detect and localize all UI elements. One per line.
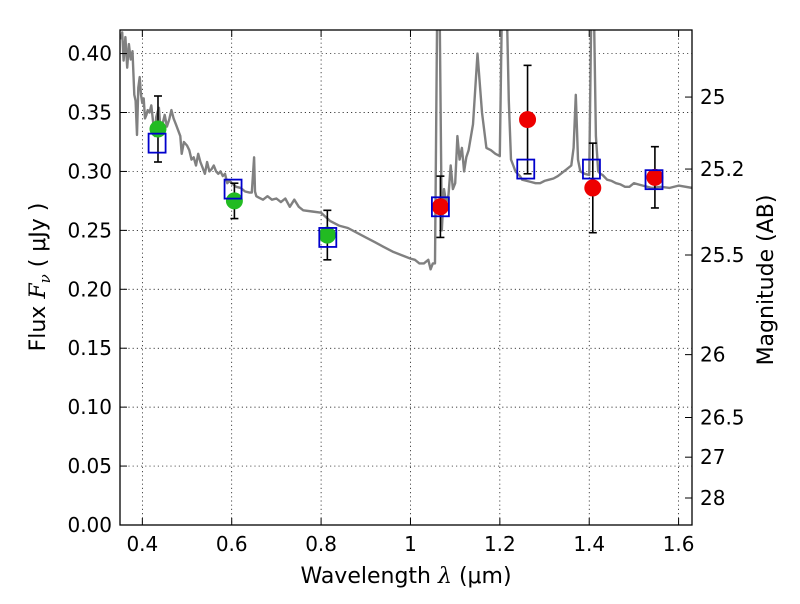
- x-tick-label: 1: [404, 532, 417, 556]
- magnitude-tick-label: 28: [700, 486, 725, 510]
- x-tick-label: 0.8: [305, 532, 337, 556]
- magnitude-tick-label: 25.2: [700, 157, 745, 181]
- model-bandpass-square: [516, 158, 536, 180]
- x-tick-label: 0.4: [126, 532, 158, 556]
- model-spectrum-line: [120, 30, 692, 271]
- y-axis-ticks: 0.00 0.05 0.10 0.15 0.20 0.25 0.30 0.35 0.40: [67, 42, 127, 537]
- magnitude-axis-ticks: 25 25.2 25.5 26 26.5 27 28: [685, 85, 745, 510]
- model-bandpass-square: [431, 196, 450, 218]
- y-tick-label: 0.20: [67, 277, 112, 301]
- magnitude-tick-label: 25.5: [700, 243, 745, 267]
- plot-frame: [119, 29, 693, 526]
- grid-lines: [120, 30, 692, 526]
- y-tick-label: 0.00: [67, 513, 112, 537]
- x-tick-label: 0.6: [216, 532, 248, 556]
- green-photometry-point: [318, 226, 336, 244]
- y-tick-label: 0.30: [67, 159, 112, 183]
- x-tick-label: 1.4: [573, 532, 605, 556]
- x-tick-label: 1.2: [484, 532, 516, 556]
- green-photometry-point: [149, 120, 167, 138]
- magnitude-tick-label: 26: [700, 343, 725, 367]
- model-bandpass-square: [223, 178, 243, 200]
- magnitude-axis-label: Magnitude (AB): [754, 195, 779, 366]
- red-photometry-point: [584, 179, 602, 197]
- x-axis-ticks: 0.4 0.6 0.8 1 1.2 1.4 1.6: [126, 30, 695, 556]
- red-photometry-point: [431, 198, 449, 216]
- magnitude-tick-label: 27: [700, 445, 725, 469]
- y-tick-label: 0.10: [67, 395, 112, 419]
- model-bandpass-square: [582, 158, 601, 180]
- magnitude-tick-label: 26.5: [700, 406, 745, 430]
- red-photometry-point: [519, 111, 537, 129]
- y-tick-label: 0.40: [67, 42, 112, 66]
- model-spectrum-layer: [120, 30, 692, 271]
- model-bandpass-square: [147, 132, 167, 154]
- bandpass-squares-layer: [147, 132, 664, 248]
- y-tick-label: 0.05: [67, 454, 112, 478]
- red-photometry-point: [646, 168, 664, 186]
- model-bandpass-square: [644, 169, 664, 191]
- y-tick-label: 0.15: [67, 336, 112, 360]
- magnitude-tick-label: 25: [700, 85, 725, 109]
- errorbar-layer: [153, 64, 659, 261]
- y-tick-label: 0.25: [67, 218, 112, 242]
- y-tick-label: 0.35: [67, 101, 112, 125]
- model-bandpass-square: [318, 227, 338, 248]
- x-tick-label: 1.6: [663, 532, 695, 556]
- x-axis-label: Wavelength λ (μm): [300, 564, 511, 589]
- y-axis-label: Flux Fν ( μJy ): [26, 203, 54, 352]
- green-photometry-point: [225, 192, 243, 210]
